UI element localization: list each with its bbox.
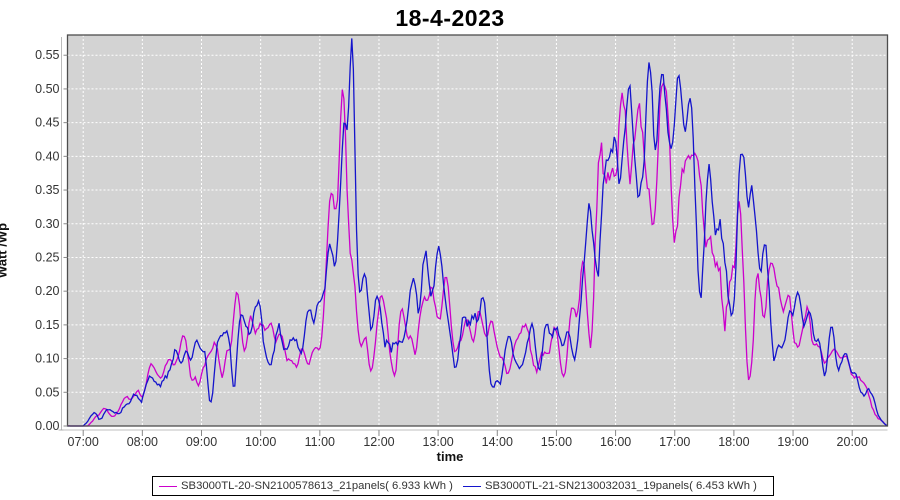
svg-text:20:00: 20:00 [837,435,868,449]
svg-text:09:00: 09:00 [186,435,217,449]
svg-text:0.45: 0.45 [35,116,59,130]
svg-text:0.25: 0.25 [35,250,59,264]
svg-text:0.50: 0.50 [35,82,59,96]
svg-text:0.40: 0.40 [35,149,59,163]
svg-text:11:00: 11:00 [305,435,335,449]
svg-text:12:00: 12:00 [363,435,394,449]
svg-text:0.15: 0.15 [35,318,59,332]
svg-text:13:00: 13:00 [422,435,453,449]
svg-text:15:00: 15:00 [541,435,572,449]
svg-text:0.00: 0.00 [35,419,59,433]
svg-text:16:00: 16:00 [600,435,631,449]
svg-text:0.10: 0.10 [35,352,59,366]
svg-text:19:00: 19:00 [777,435,808,449]
svg-text:0.20: 0.20 [35,284,59,298]
svg-text:0.35: 0.35 [35,183,59,197]
svg-text:18:00: 18:00 [718,435,749,449]
svg-text:0.55: 0.55 [35,48,59,62]
svg-text:08:00: 08:00 [127,435,158,449]
svg-text:07:00: 07:00 [68,435,99,449]
svg-text:10:00: 10:00 [245,435,276,449]
svg-text:14:00: 14:00 [482,435,513,449]
svg-text:17:00: 17:00 [659,435,690,449]
svg-text:0.30: 0.30 [35,217,59,231]
svg-text:0.05: 0.05 [35,385,59,399]
